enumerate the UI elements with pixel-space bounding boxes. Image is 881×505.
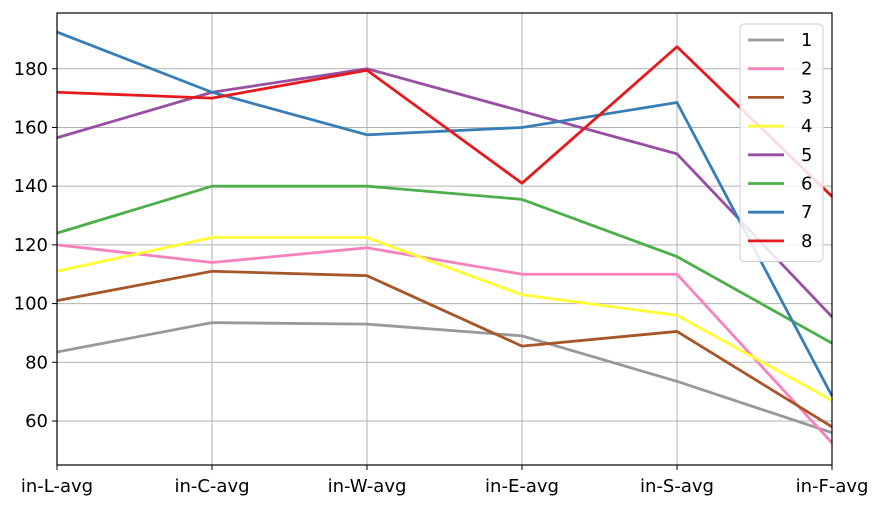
legend-label-5: 5: [801, 145, 812, 166]
series-lines: [56, 30, 834, 444]
legend-box: [739, 23, 824, 263]
y-tick-label: 180: [14, 59, 48, 80]
legend-label-8: 8: [801, 231, 812, 252]
y-tick-label: 160: [14, 117, 48, 138]
y-axis-ticks: 60 80 100 120 140 160 180: [14, 59, 57, 432]
x-tick-label: in-C-avg: [174, 476, 249, 497]
x-tick-label: in-S-avg: [640, 476, 714, 497]
series-line-3: [56, 269, 833, 429]
x-tick-label: in-W-avg: [328, 476, 407, 497]
series-line-6: [56, 184, 833, 345]
legend-label-2: 2: [801, 59, 812, 80]
grid-lines: [56, 13, 833, 465]
legend-label-6: 6: [801, 174, 812, 195]
y-tick-label: 60: [25, 411, 48, 432]
legend: 1 2 3 4 5 6 7 8: [739, 23, 824, 263]
x-tick-label: in-E-avg: [485, 476, 559, 497]
y-tick-label: 120: [14, 235, 48, 256]
legend-label-1: 1: [801, 30, 812, 51]
y-tick-label: 80: [25, 352, 48, 373]
series-line-7: [56, 30, 834, 397]
x-axis-ticks: in-L-avg in-C-avg in-W-avg in-E-avg in-S-avg…: [21, 465, 869, 497]
series-line-2: [56, 243, 834, 444]
y-tick-label: 140: [14, 176, 48, 197]
series-line-5: [56, 67, 834, 318]
legend-label-4: 4: [801, 116, 812, 137]
y-tick-label: 100: [14, 294, 48, 315]
series-line-8: [56, 45, 833, 198]
x-tick-label: in-L-avg: [21, 476, 93, 497]
legend-label-7: 7: [801, 202, 812, 223]
series-line-1: [56, 321, 833, 435]
series-line-4: [56, 236, 833, 402]
plot-frame: [56, 12, 833, 466]
x-tick-label: in-F-avg: [796, 476, 869, 497]
legend-label-3: 3: [801, 87, 812, 108]
